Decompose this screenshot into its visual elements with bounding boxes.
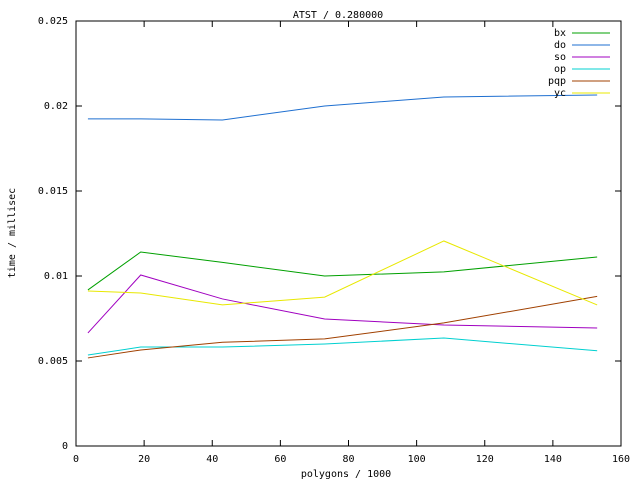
x-tick-label: 140 xyxy=(544,454,562,465)
y-tick-label: 0.005 xyxy=(38,356,68,367)
legend-label: bx xyxy=(554,28,566,39)
x-tick-label: 0 xyxy=(73,454,79,465)
series-line xyxy=(87,295,598,359)
x-tick-label: 20 xyxy=(138,454,150,465)
series-line xyxy=(87,94,598,121)
x-tick-label: 160 xyxy=(612,454,630,465)
plot-border xyxy=(75,20,622,447)
y-tick-label: 0.015 xyxy=(38,186,68,197)
series-line xyxy=(87,274,598,334)
series-line xyxy=(87,240,598,306)
y-tick-label: 0 xyxy=(62,441,68,452)
x-axis-label: polygons / 1000 xyxy=(301,469,391,480)
legend-label: op xyxy=(554,64,566,75)
series-line xyxy=(87,337,598,356)
legend-label: do xyxy=(554,40,566,51)
legend-label: pqp xyxy=(548,76,566,87)
series-line xyxy=(87,251,598,291)
chart-title: ATST / 0.280000 xyxy=(293,10,383,21)
legend-label: yc xyxy=(554,88,566,99)
y-axis-label: time / millisec xyxy=(7,188,18,278)
x-tick-label: 100 xyxy=(408,454,426,465)
x-tick-label: 40 xyxy=(206,454,218,465)
y-tick-label: 0.02 xyxy=(44,101,68,112)
x-tick-label: 80 xyxy=(342,454,354,465)
x-tick-label: 60 xyxy=(274,454,286,465)
y-tick-label: 0.025 xyxy=(38,16,68,27)
legend-label: so xyxy=(554,52,566,63)
x-tick-label: 120 xyxy=(476,454,494,465)
y-tick-label: 0.01 xyxy=(44,271,68,282)
